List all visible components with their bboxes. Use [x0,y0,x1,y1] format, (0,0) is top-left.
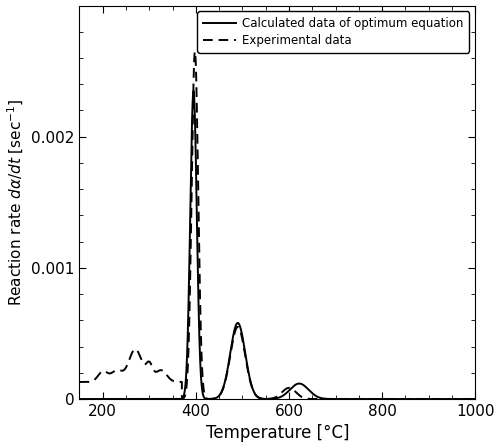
Legend: Calculated data of optimum equation, Experimental data: Calculated data of optimum equation, Exp… [197,12,469,53]
Calculated data of optimum equation [328,396,334,402]
Experimental data [328,396,334,402]
Experimental data [76,379,82,385]
Experimental data [96,371,102,376]
Calculated data of optimum equation [190,88,196,94]
Experimental data [391,396,397,402]
Calculated data of optimum equation [96,396,102,402]
Experimental data [472,396,478,402]
Calculated data of optimum equation [391,396,397,402]
Experimental data [192,49,198,54]
Y-axis label: Reaction rate $d\alpha/dt$ $[\mathrm{sec}^{-1}]$: Reaction rate $d\alpha/dt$ $[\mathrm{sec… [6,99,25,306]
Calculated data of optimum equation [370,396,376,402]
Calculated data of optimum equation [472,396,478,402]
Line: Calculated data of optimum equation: Calculated data of optimum equation [80,91,475,399]
Line: Experimental data: Experimental data [80,52,475,399]
Calculated data of optimum equation [220,386,226,392]
Experimental data [310,396,316,402]
Experimental data [220,387,226,392]
Calculated data of optimum equation [310,392,316,397]
Experimental data [370,396,376,402]
X-axis label: Temperature [°C]: Temperature [°C] [206,424,349,443]
Calculated data of optimum equation [76,396,82,402]
